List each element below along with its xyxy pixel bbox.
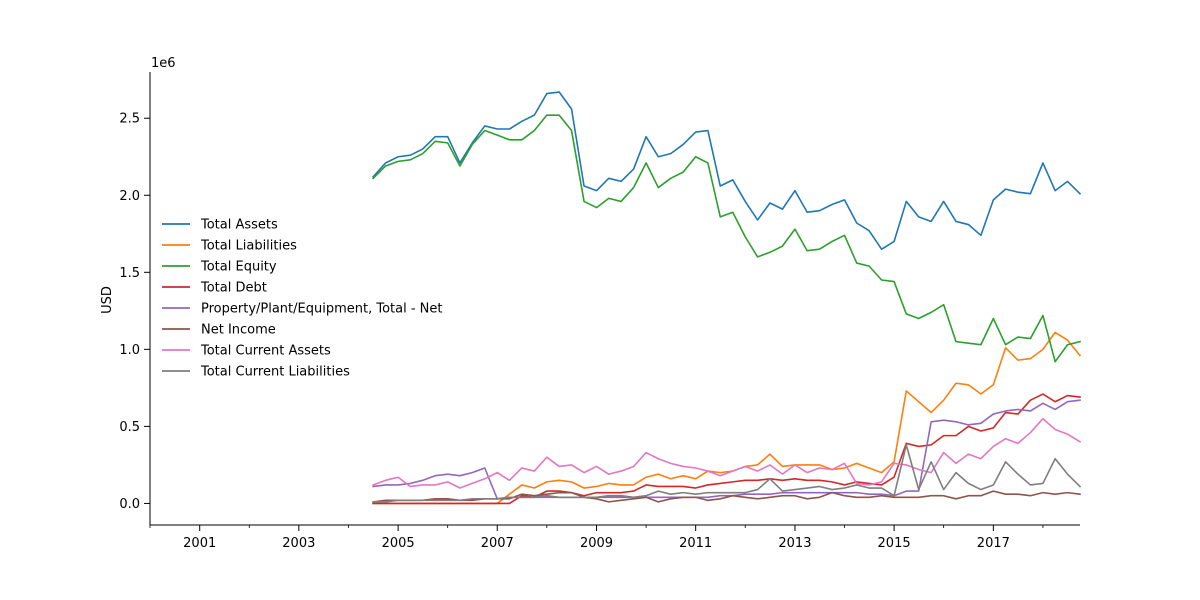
x-tick-label: 2007 — [481, 536, 514, 551]
y-tick-label: 1.5 — [119, 266, 140, 281]
x-tick-label: 2009 — [580, 536, 613, 551]
series-line — [372, 444, 1082, 503]
legend-label: Total Debt — [200, 281, 267, 296]
legend-label: Total Assets — [200, 218, 278, 233]
series-line — [372, 393, 1081, 505]
y-tick-label: 2.0 — [119, 189, 140, 204]
y-offset-text: 1e6 — [151, 56, 176, 71]
legend-label: Net Income — [201, 323, 276, 338]
axes — [149, 72, 1080, 526]
x-tick-label: 2001 — [183, 536, 216, 551]
series-line — [372, 417, 1082, 489]
series-lines — [371, 91, 1082, 505]
x-tick-label: 2005 — [382, 536, 415, 551]
legend-label: Total Liabilities — [200, 239, 297, 254]
series-line — [372, 399, 1081, 500]
legend-label: Total Current Liabilities — [200, 365, 350, 380]
series-line — [371, 114, 1081, 363]
x-tick-label: 2017 — [977, 536, 1010, 551]
x-tick-label: 2013 — [778, 536, 811, 551]
legend: Total Assets Total Liabilities Total Equit… — [162, 218, 443, 380]
legend-label: Total Equity — [200, 260, 277, 275]
y-tick-label: 0.5 — [119, 420, 140, 435]
ticks-layer: 2001 2003 2005 2007 2009 2011 2013 2015 2017 0.0 0… — [119, 112, 1044, 551]
y-tick-label: 1.0 — [119, 343, 140, 358]
legend-label: Property/Plant/Equipment, Total - Net — [201, 302, 443, 317]
legend-label: Total Current Assets — [200, 344, 331, 359]
series-line — [372, 91, 1082, 250]
y-tick-label: 0.0 — [119, 497, 140, 512]
y-tick-label: 2.5 — [119, 112, 140, 127]
x-tick-label: 2003 — [282, 536, 315, 551]
x-tick-label: 2011 — [679, 536, 712, 551]
y-axis-label: USD — [100, 286, 115, 314]
x-tick-label: 2015 — [878, 536, 911, 551]
series-line — [372, 331, 1082, 505]
